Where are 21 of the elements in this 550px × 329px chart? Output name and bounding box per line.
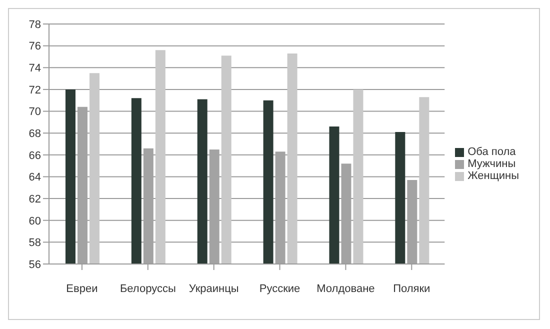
y-tick-label: 70 xyxy=(28,106,41,118)
legend-label: Оба пола xyxy=(468,146,516,158)
legend-label: Женщины xyxy=(468,170,519,182)
y-tick-label: 76 xyxy=(28,40,41,53)
y-tick-label: 66 xyxy=(28,150,41,162)
legend-label: Мужчины xyxy=(468,158,516,170)
x-tick-label: Евреи xyxy=(66,282,98,295)
y-tick-label: 78 xyxy=(28,18,41,31)
x-tick-label: Белоруссы xyxy=(120,282,176,295)
y-tick-label: 68 xyxy=(28,128,41,140)
y-tick-label: 62 xyxy=(28,193,41,206)
x-tick-label: Украинцы xyxy=(188,282,239,295)
y-tick-label: 58 xyxy=(28,237,41,250)
x-tick-label: Поляки xyxy=(393,282,430,295)
y-tick-label: 60 xyxy=(28,215,41,228)
y-tick-label: 74 xyxy=(28,62,41,75)
x-tick-label: Русские xyxy=(259,282,300,295)
y-tick-label: 64 xyxy=(28,172,41,184)
x-tick-label: Молдоване xyxy=(316,282,375,295)
y-tick-label: 56 xyxy=(28,258,41,271)
y-tick-label: 72 xyxy=(28,84,41,96)
